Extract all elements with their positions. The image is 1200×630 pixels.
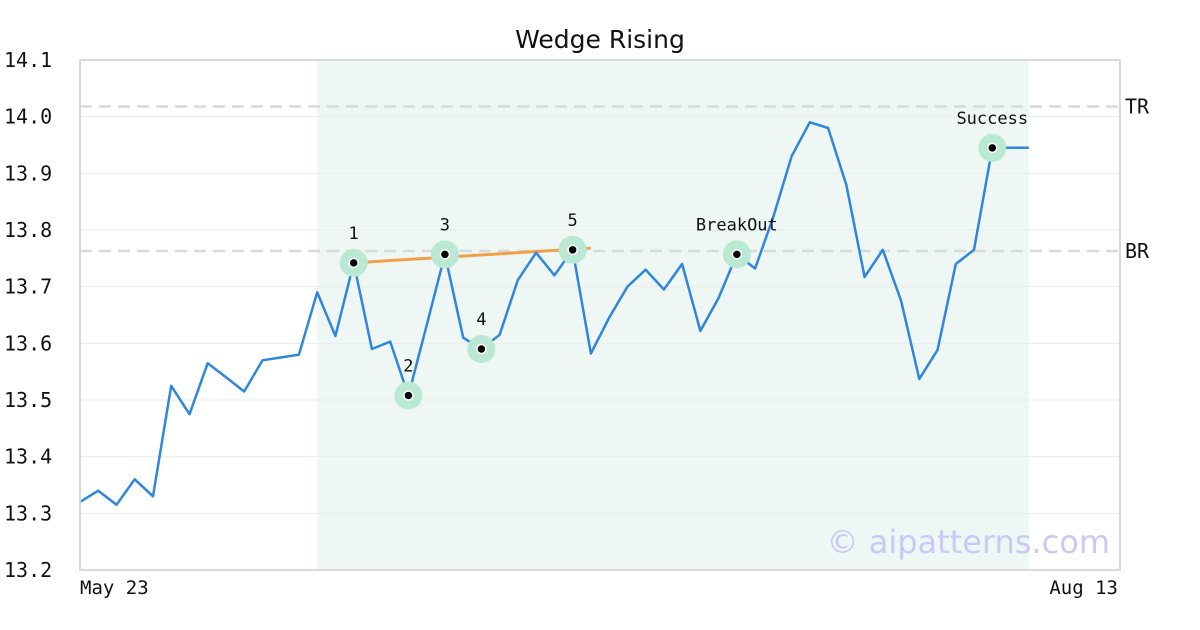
pattern-points: 1 2 3 4 5 BreakOut Success — [339, 109, 1028, 410]
point-label-4: 4 — [476, 310, 486, 330]
price-series-line — [79, 121, 1029, 507]
point-label-success: Success — [956, 109, 1028, 129]
reference-label-tr: TR — [1125, 94, 1150, 118]
point-label-1: 1 — [349, 224, 359, 244]
point-dot-1 — [348, 257, 359, 269]
y-tick-label: 14.1 — [4, 48, 52, 72]
pattern-region — [317, 60, 1029, 570]
y-tick-label: 13.4 — [4, 445, 52, 469]
watermark: © aipatterns.com — [827, 523, 1110, 561]
point-dot-2 — [403, 390, 414, 401]
point-dot-success — [987, 142, 998, 154]
upper-trendline — [353, 246, 591, 265]
point-dot-breakout — [731, 249, 743, 260]
x-tick-start: May 23 — [80, 577, 149, 599]
reference-label-br: BR — [1125, 239, 1150, 263]
y-axis: 13.2 13.3 13.4 13.5 13.6 13.7 13.8 13.9 14.0 14.1 — [4, 48, 52, 582]
point-dot-3 — [439, 249, 451, 260]
y-tick-label: 13.5 — [4, 388, 52, 412]
point-label-breakout: BreakOut — [696, 215, 778, 235]
y-tick-label: 13.7 — [4, 275, 52, 299]
reference-lines: TR BR — [80, 94, 1150, 263]
point-label-2: 2 — [403, 356, 413, 376]
point-dot-5 — [567, 244, 578, 256]
y-tick-label: 13.9 — [4, 161, 52, 185]
y-tick-label: 14.0 — [4, 105, 52, 129]
chart-title: Wedge Rising — [515, 25, 685, 54]
y-tick-label: 13.6 — [4, 331, 52, 355]
trendline-group — [353, 246, 591, 265]
point-dot-4 — [476, 343, 487, 355]
y-tick-label: 13.2 — [4, 558, 52, 582]
plot-frame — [79, 59, 1121, 571]
point-label-5: 5 — [568, 211, 578, 231]
point-label-3: 3 — [440, 215, 450, 235]
y-tick-label: 13.3 — [4, 501, 52, 525]
y-tick-label: 13.8 — [4, 218, 52, 242]
x-tick-end: Aug 13 — [1049, 577, 1118, 599]
